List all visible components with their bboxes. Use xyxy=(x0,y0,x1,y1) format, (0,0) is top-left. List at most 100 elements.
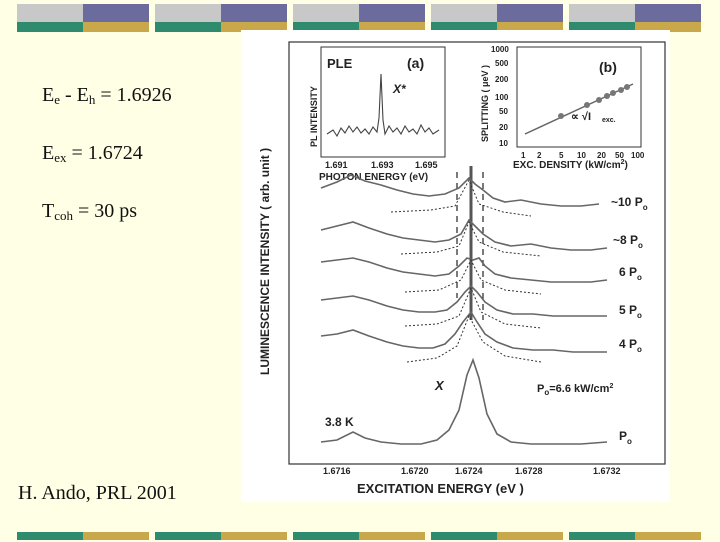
inset-a-frame xyxy=(320,46,446,158)
decor-gray-block xyxy=(569,4,635,22)
eq-subscript: h xyxy=(88,92,96,107)
bottom-decor-strip xyxy=(0,532,720,542)
power-label-10P0: ~10 Po xyxy=(611,195,648,212)
main-xtick: 1.6724 xyxy=(455,466,483,476)
eq-value: = 1.6926 xyxy=(95,84,172,106)
inset-a-x-label: PHOTON ENERGY (eV) xyxy=(319,172,428,183)
temperature-label: 3.8 K xyxy=(325,415,354,429)
spectrum-4P0 xyxy=(320,310,607,353)
decor-gray-block xyxy=(17,4,83,22)
p0-symbol: P xyxy=(537,383,544,395)
figure-svg: LUMINESCENCE INTENSITY ( arb. unit ) PLE… xyxy=(258,41,666,496)
inset-b-xtick: 10 xyxy=(577,151,586,160)
power-label-5P0: 5 Po xyxy=(619,303,642,320)
decor-teal-block xyxy=(17,532,83,540)
inset-a-xtick: 1.693 xyxy=(371,160,394,170)
decor-gold-block xyxy=(83,532,149,540)
decor-gold-block xyxy=(635,22,701,32)
power-label-P0: Po xyxy=(619,429,632,446)
inset-b-xtick: 2 xyxy=(537,151,542,160)
decor-blue-block xyxy=(635,4,701,22)
inset-a-tag: (a) xyxy=(407,55,424,71)
p0-superscript: 2 xyxy=(609,383,613,390)
citation-credit: H. Ando, PRL 2001 xyxy=(18,482,177,504)
inset-b-frame xyxy=(516,46,642,148)
spectra-group xyxy=(320,174,608,445)
decor-teal-block xyxy=(17,22,83,32)
power-label-sub: o xyxy=(638,241,643,250)
p0-subscript: o xyxy=(544,388,549,397)
main-y-axis-label: LUMINESCENCE INTENSITY ( arb. unit ) xyxy=(258,148,272,375)
decor-gray-block xyxy=(155,4,221,22)
inset-b-ytick: 50 xyxy=(499,107,508,116)
spectrum-6P0 xyxy=(320,257,608,283)
fit-curve xyxy=(404,286,542,329)
main-xtick: 1.6716 xyxy=(323,466,351,476)
decor-teal-block xyxy=(155,22,221,32)
p0-value: =6.6 kW/cm xyxy=(549,383,609,395)
main-x-axis-label: EXCITATION ENERGY (eV ) xyxy=(357,481,524,496)
fit-curve xyxy=(404,258,542,295)
decor-blue-block xyxy=(221,4,287,22)
fit-curve xyxy=(390,178,532,217)
inset-a-y-label: PL INTENSITY xyxy=(309,86,319,147)
inset-b-point xyxy=(596,97,602,103)
inset-b-ytick: 500 xyxy=(495,59,509,68)
main-xtick: 1.6720 xyxy=(401,466,429,476)
inset-b-ytick: 100 xyxy=(495,93,509,102)
inset-b-fit-subscript: exc. xyxy=(602,117,616,124)
decor-gold-block xyxy=(497,22,563,32)
eq-subscript: e xyxy=(54,92,60,107)
inset-a-xtick: 1.691 xyxy=(325,160,348,170)
power-label-sub: o xyxy=(627,437,632,446)
decor-teal-block xyxy=(431,22,497,32)
eq-value: = 1.6724 xyxy=(66,142,143,164)
eq-middle: - E xyxy=(60,84,89,106)
inset-b-xtick: 5 xyxy=(559,151,564,160)
decor-teal-block xyxy=(293,532,359,540)
inset-a-peak-label: X* xyxy=(392,82,407,96)
eq-subscript: coh xyxy=(54,208,73,223)
inset-b-ytick: 10 xyxy=(499,139,508,148)
inset-b-xtick: 50 xyxy=(615,151,624,160)
inset-a: PLE (a) X* PL INTENSITY 1.691 1.693 1.69… xyxy=(309,46,446,183)
inset-b-ytick: 20 xyxy=(499,123,508,132)
inset-b-point xyxy=(610,90,616,96)
inset-b-point xyxy=(604,93,610,99)
power-label-sub: o xyxy=(643,203,648,212)
inset-b-xtick: 1 xyxy=(521,151,526,160)
inset-b-tag: (b) xyxy=(599,59,617,75)
decor-blue-block xyxy=(497,4,563,22)
power-label-8P0: ~8 Po xyxy=(613,233,643,250)
inset-a-spectrum xyxy=(326,73,440,138)
inset-b-point xyxy=(618,87,624,93)
decor-teal-block xyxy=(569,22,635,32)
inset-b-fit-label: ∝ √I xyxy=(571,111,591,123)
inset-b-point xyxy=(584,102,590,108)
decor-gray-block xyxy=(293,4,359,22)
scanned-figure: LUMINESCENCE INTENSITY ( arb. unit ) PLE… xyxy=(241,30,670,502)
fit-curve xyxy=(406,314,542,363)
decor-gold-block xyxy=(497,532,563,540)
main-xtick: 1.6732 xyxy=(593,466,621,476)
inset-b-y-label: SPLITTING ( μeV ) xyxy=(480,65,490,142)
inset-b-xtick: 100 xyxy=(631,151,645,160)
inset-b-point xyxy=(624,84,630,90)
decor-teal-block xyxy=(431,532,497,540)
decor-gold-block xyxy=(359,532,425,540)
power-label-sub: o xyxy=(637,345,642,354)
inset-b-x-label-end: ) xyxy=(625,160,628,171)
power-label-text: P xyxy=(619,429,627,443)
power-label-sub: o xyxy=(637,311,642,320)
power-label-text: ~8 P xyxy=(613,233,638,247)
main-xtick: 1.6728 xyxy=(515,466,543,476)
inset-b-x-label-text: EXC. DENSITY (kW/cm xyxy=(513,160,621,171)
equation-energy-difference: Ee - Eh = 1.6926 xyxy=(42,84,172,108)
decor-teal-block xyxy=(569,532,635,540)
eq-symbol: T xyxy=(42,200,55,222)
decor-gold-block xyxy=(635,532,701,540)
inset-b-x-label: EXC. DENSITY (kW/cm2) xyxy=(513,159,628,171)
power-label-6P0: 6 Po xyxy=(619,265,642,282)
inset-b-ytick: 200 xyxy=(495,75,509,84)
fit-curves xyxy=(390,178,542,363)
